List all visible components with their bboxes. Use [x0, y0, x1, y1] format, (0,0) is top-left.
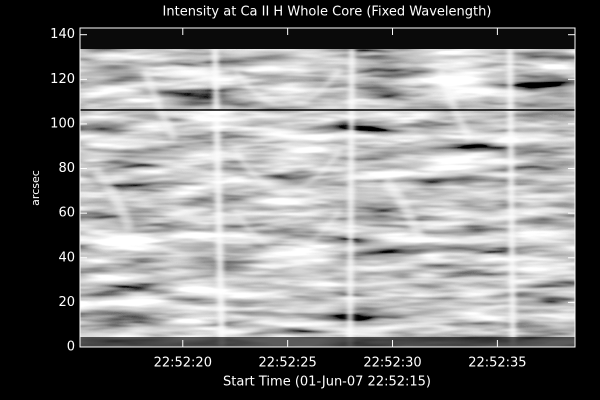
x-tick-label: 22:52:20 [154, 356, 212, 371]
y-tick-label: 120 [50, 72, 75, 87]
x-tick-label: 22:52:35 [468, 356, 526, 371]
x-tick-label: 22:52:30 [363, 356, 421, 371]
y-tick-label: 20 [58, 295, 75, 310]
y-tick-label: 40 [58, 250, 75, 265]
y-tick-label: 100 [50, 116, 75, 131]
x-tick-label: 22:52:25 [258, 356, 316, 371]
y-axis-label: arcsec [29, 170, 42, 206]
x-axis-label: Start Time (01-Jun-07 22:52:15) [223, 375, 431, 390]
y-tick-label: 80 [58, 161, 75, 176]
y-tick-label: 60 [58, 206, 75, 221]
chart-title: Intensity at Ca II H Whole Core (Fixed W… [163, 5, 492, 20]
plot-frame [79, 27, 576, 348]
y-tick-label: 140 [50, 27, 75, 42]
y-tick-label: 0 [67, 340, 75, 355]
intensity-image [80, 28, 575, 347]
